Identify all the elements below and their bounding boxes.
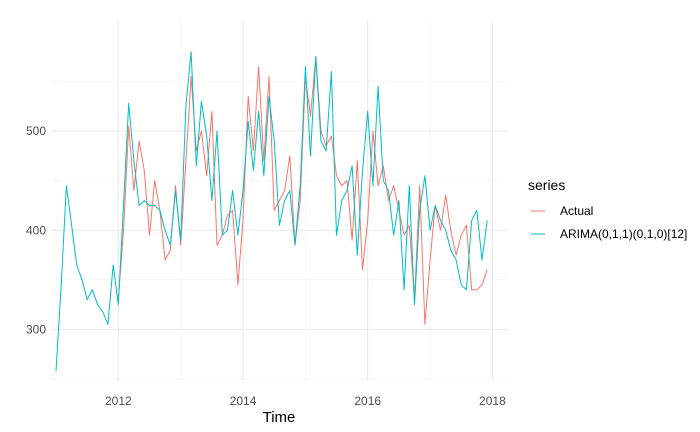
y-tick-label: 300 [26, 322, 46, 336]
x-tick-label: 2018 [479, 394, 506, 408]
legend: series Actual ARIMA(0,1,1)(0,1,0)[12] [528, 177, 687, 243]
legend-title: series [528, 177, 565, 193]
x-tick-label: 2012 [105, 394, 132, 408]
series-line-arima [55, 51, 488, 372]
legend-label: ARIMA(0,1,1)(0,1,0)[12] [560, 227, 687, 241]
series-line-actual [117, 56, 488, 325]
y-tick-label: 400 [26, 223, 46, 237]
x-tick-label: 2016 [354, 394, 381, 408]
x-axis-ticks: 2012 2014 2016 2018 [105, 394, 506, 408]
y-axis-ticks: 300 400 500 [26, 124, 46, 336]
x-tick-label: 2014 [230, 394, 257, 408]
major-gridlines [51, 20, 508, 381]
legend-items: Actual ARIMA(0,1,1)(0,1,0)[12] [529, 202, 687, 243]
y-tick-label: 500 [26, 124, 46, 138]
legend-label: Actual [560, 204, 593, 218]
series-lines [55, 51, 488, 372]
x-axis-title: Time [263, 409, 296, 426]
